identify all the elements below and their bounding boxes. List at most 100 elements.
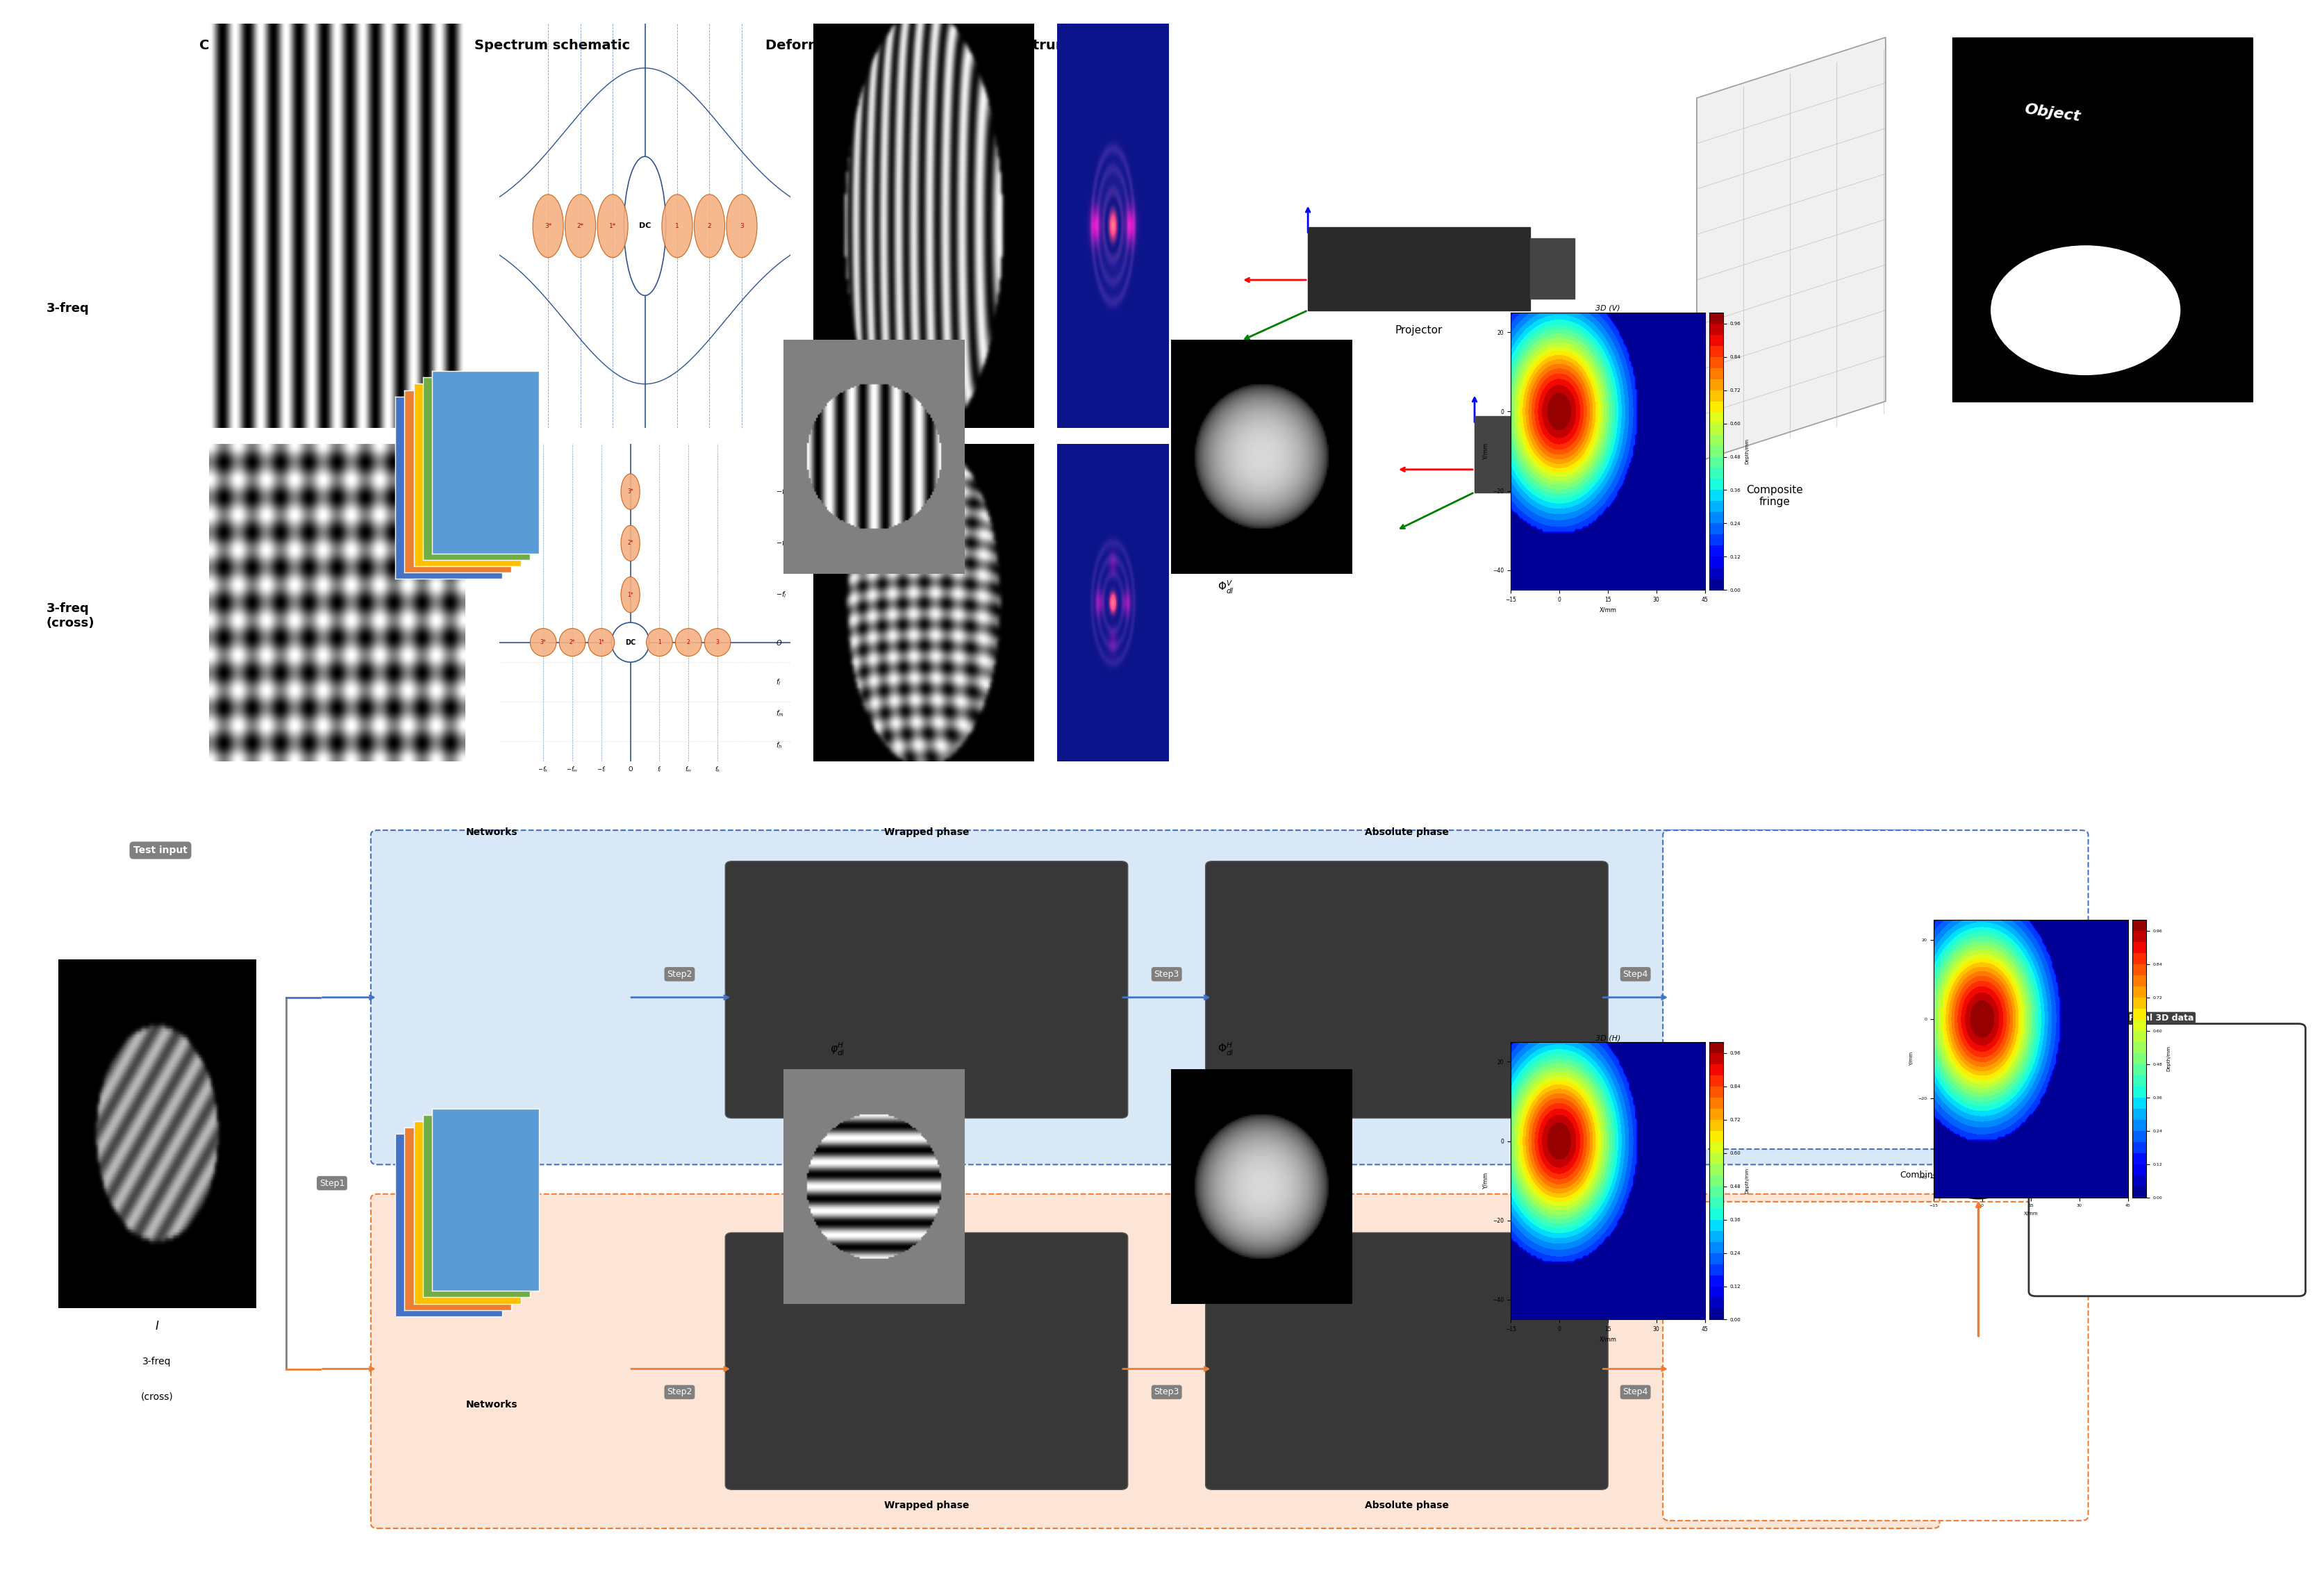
Text: Composite fringe: Composite fringe — [200, 40, 330, 52]
Ellipse shape — [662, 195, 693, 257]
Text: Networks: Networks — [467, 1400, 518, 1410]
Text: $\Phi_{dl}^V$: $\Phi_{dl}^V$ — [1218, 579, 1234, 595]
Text: b: b — [1218, 41, 1232, 60]
Bar — [1476, 417, 1664, 492]
Text: 3: 3 — [739, 224, 744, 228]
Text: O: O — [627, 766, 632, 772]
Text: 1*: 1* — [627, 592, 634, 598]
Text: 3*: 3* — [544, 224, 551, 228]
Bar — [1529, 238, 1576, 298]
Text: DC: DC — [625, 639, 637, 646]
Text: Step3: Step3 — [1155, 969, 1178, 979]
Ellipse shape — [565, 195, 595, 257]
Text: $f_m$: $f_m$ — [776, 709, 783, 718]
Text: $\varphi_{dl}^H$: $\varphi_{dl}^H$ — [830, 1040, 846, 1056]
Text: 1: 1 — [676, 224, 679, 228]
Text: Step1: Step1 — [318, 1178, 344, 1188]
Text: I: I — [156, 1320, 158, 1332]
Text: 2*: 2* — [576, 224, 583, 228]
Text: Step4: Step4 — [1622, 1388, 1648, 1397]
Text: 3-freq
(cross): 3-freq (cross) — [46, 603, 95, 630]
Ellipse shape — [560, 628, 586, 657]
Polygon shape — [1697, 38, 1885, 462]
Text: (cross): (cross) — [142, 1391, 172, 1402]
Y-axis label: Depth/mm: Depth/mm — [1745, 438, 1750, 465]
Text: Projector: Projector — [1394, 325, 1443, 336]
Text: Absolute phase: Absolute phase — [1364, 1500, 1448, 1510]
Ellipse shape — [621, 525, 639, 561]
Text: Absolute phase: Absolute phase — [1364, 828, 1448, 837]
Text: 3-freq: 3-freq — [142, 1356, 172, 1367]
Y-axis label: Depth/mm: Depth/mm — [2166, 1045, 2171, 1072]
Text: Combined: Combined — [1901, 1170, 1945, 1180]
Text: Step3: Step3 — [1155, 1388, 1178, 1397]
Text: 1*: 1* — [597, 639, 604, 646]
Text: Test input: Test input — [132, 845, 188, 855]
Text: 2*: 2* — [569, 639, 576, 646]
Text: Wrapped phase: Wrapped phase — [883, 1500, 969, 1510]
Text: 3*: 3* — [627, 488, 634, 495]
Polygon shape — [1952, 38, 2252, 401]
Ellipse shape — [597, 195, 627, 257]
Text: $-f_h$: $-f_h$ — [776, 487, 788, 496]
Text: 3*: 3* — [539, 639, 546, 646]
Text: Step4: Step4 — [1622, 969, 1648, 979]
Ellipse shape — [623, 157, 667, 295]
Text: $f_l$: $f_l$ — [776, 677, 781, 687]
Text: c: c — [58, 833, 67, 852]
Text: Final 3D data: Final 3D data — [2129, 1013, 2194, 1023]
Text: 2*: 2* — [627, 541, 634, 546]
Y-axis label: Y/mm: Y/mm — [1483, 442, 1490, 460]
Bar — [1308, 227, 1529, 311]
Ellipse shape — [530, 628, 555, 657]
Text: Spectrum image: Spectrum image — [997, 40, 1120, 52]
Text: 2: 2 — [706, 224, 711, 228]
Ellipse shape — [646, 628, 672, 657]
Text: $-f_m$: $-f_m$ — [776, 538, 790, 549]
Text: $f_h$: $f_h$ — [776, 741, 783, 750]
Text: $f_h$: $f_h$ — [716, 764, 720, 774]
Ellipse shape — [621, 474, 639, 509]
Title: 3D (H): 3D (H) — [1594, 1034, 1620, 1042]
Title: 3D (V): 3D (V) — [1594, 305, 1620, 312]
Bar — [1664, 431, 1697, 477]
Ellipse shape — [532, 195, 562, 257]
FancyBboxPatch shape — [1206, 861, 1608, 1118]
Text: Deformed fringe: Deformed fringe — [765, 40, 892, 52]
Circle shape — [1992, 246, 2180, 374]
Ellipse shape — [704, 628, 730, 657]
Text: Wrapped phase: Wrapped phase — [883, 828, 969, 837]
Text: $-f_m$: $-f_m$ — [567, 764, 579, 774]
FancyBboxPatch shape — [725, 861, 1127, 1118]
Text: 2: 2 — [688, 639, 690, 646]
Text: Camera: Camera — [1543, 515, 1585, 525]
Text: 3: 3 — [716, 639, 718, 646]
Text: a: a — [56, 41, 70, 60]
Circle shape — [1945, 1151, 2013, 1199]
Text: Networks: Networks — [467, 828, 518, 837]
Ellipse shape — [621, 577, 639, 612]
Text: Spectrum schematic: Spectrum schematic — [474, 40, 630, 52]
FancyBboxPatch shape — [725, 1232, 1127, 1489]
Text: $-f_h$: $-f_h$ — [537, 764, 548, 774]
Text: Composite
fringe: Composite fringe — [1745, 485, 1803, 508]
Text: DC: DC — [639, 222, 651, 230]
Text: $f_m$: $f_m$ — [686, 764, 693, 774]
X-axis label: X/mm: X/mm — [1599, 607, 1618, 614]
Y-axis label: Depth/mm: Depth/mm — [1745, 1167, 1750, 1194]
FancyBboxPatch shape — [372, 829, 1941, 1164]
FancyBboxPatch shape — [1664, 1202, 2089, 1521]
Text: 1: 1 — [658, 639, 660, 646]
Y-axis label: Y/mm: Y/mm — [1483, 1172, 1490, 1190]
Text: Object: Object — [2024, 103, 2082, 124]
Ellipse shape — [676, 628, 702, 657]
Text: 3-freq: 3-freq — [46, 301, 88, 314]
Text: $O$: $O$ — [776, 638, 783, 647]
Ellipse shape — [727, 195, 758, 257]
Text: Step2: Step2 — [667, 1388, 693, 1397]
FancyBboxPatch shape — [2029, 1023, 2305, 1296]
Text: Step2: Step2 — [667, 969, 693, 979]
Ellipse shape — [695, 195, 725, 257]
X-axis label: X/mm: X/mm — [2024, 1212, 2038, 1216]
Text: $\Phi_{dl}^H$: $\Phi_{dl}^H$ — [1218, 1040, 1234, 1056]
